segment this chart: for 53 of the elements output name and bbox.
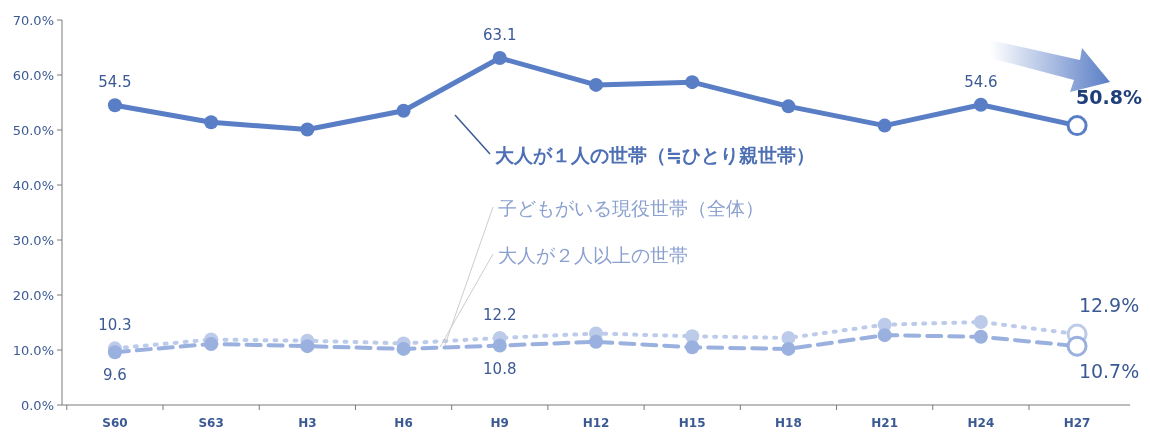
y-tick-label: 20.0% — [12, 287, 54, 303]
point — [396, 103, 411, 118]
data-label: 50.8% — [1076, 85, 1143, 108]
point — [589, 77, 603, 92]
point — [877, 118, 892, 133]
text: 大人が２人以上の世帯 — [498, 244, 688, 266]
y-tick-label: 50.0% — [12, 122, 54, 138]
y-tick-label: 30.0% — [12, 232, 54, 248]
data-label: 10.8 — [483, 359, 517, 378]
point — [492, 338, 507, 353]
data-label: 9.6 — [102, 366, 127, 385]
x-tick-label: S60 — [102, 416, 128, 430]
data-label: 63.1 — [483, 25, 517, 44]
point — [781, 99, 796, 114]
data-label: 12.9% — [1078, 294, 1140, 317]
point — [973, 329, 988, 344]
point — [204, 336, 219, 351]
x-tick-label: H3 — [298, 416, 317, 430]
data-label: 54.6 — [964, 72, 998, 91]
x-tick-label: H21 — [871, 416, 899, 430]
point — [107, 98, 122, 113]
point — [396, 341, 411, 356]
data-label: 10.3 — [98, 316, 132, 335]
x-tick-label: H15 — [678, 416, 706, 430]
y-tick-label: 10.0% — [12, 342, 54, 358]
y-tick-label: 70.0% — [12, 12, 54, 28]
point — [877, 328, 892, 343]
x-tick-label: H27 — [1063, 416, 1091, 430]
y-tick-label: 40.0% — [12, 177, 54, 193]
data-label: 54.5 — [98, 73, 132, 92]
point — [973, 314, 988, 329]
point — [204, 115, 219, 130]
x-tick-label: H9 — [490, 416, 509, 430]
y-tick-label: 0.0% — [20, 397, 54, 413]
point — [589, 334, 603, 349]
point — [973, 97, 988, 112]
point — [300, 339, 315, 354]
data-label: 12.2 — [483, 305, 517, 324]
x-tick-label: H12 — [582, 416, 610, 430]
text: 子どもがいる現役世帯（全体） — [498, 197, 764, 219]
x-tick-label: H6 — [394, 416, 413, 430]
point — [685, 340, 700, 355]
x-tick-label: S63 — [198, 416, 224, 430]
point — [781, 341, 796, 356]
x-tick-label: H18 — [775, 416, 802, 430]
point — [685, 75, 700, 90]
data-label: 10.7% — [1078, 360, 1140, 383]
point — [107, 345, 122, 360]
point — [300, 122, 315, 137]
y-tick-label: 60.0% — [12, 67, 54, 83]
series-label: 大人が１人の世帯（≒ひとり親世帯） — [495, 144, 815, 166]
point — [492, 50, 507, 65]
x-tick-label: H24 — [967, 416, 995, 430]
